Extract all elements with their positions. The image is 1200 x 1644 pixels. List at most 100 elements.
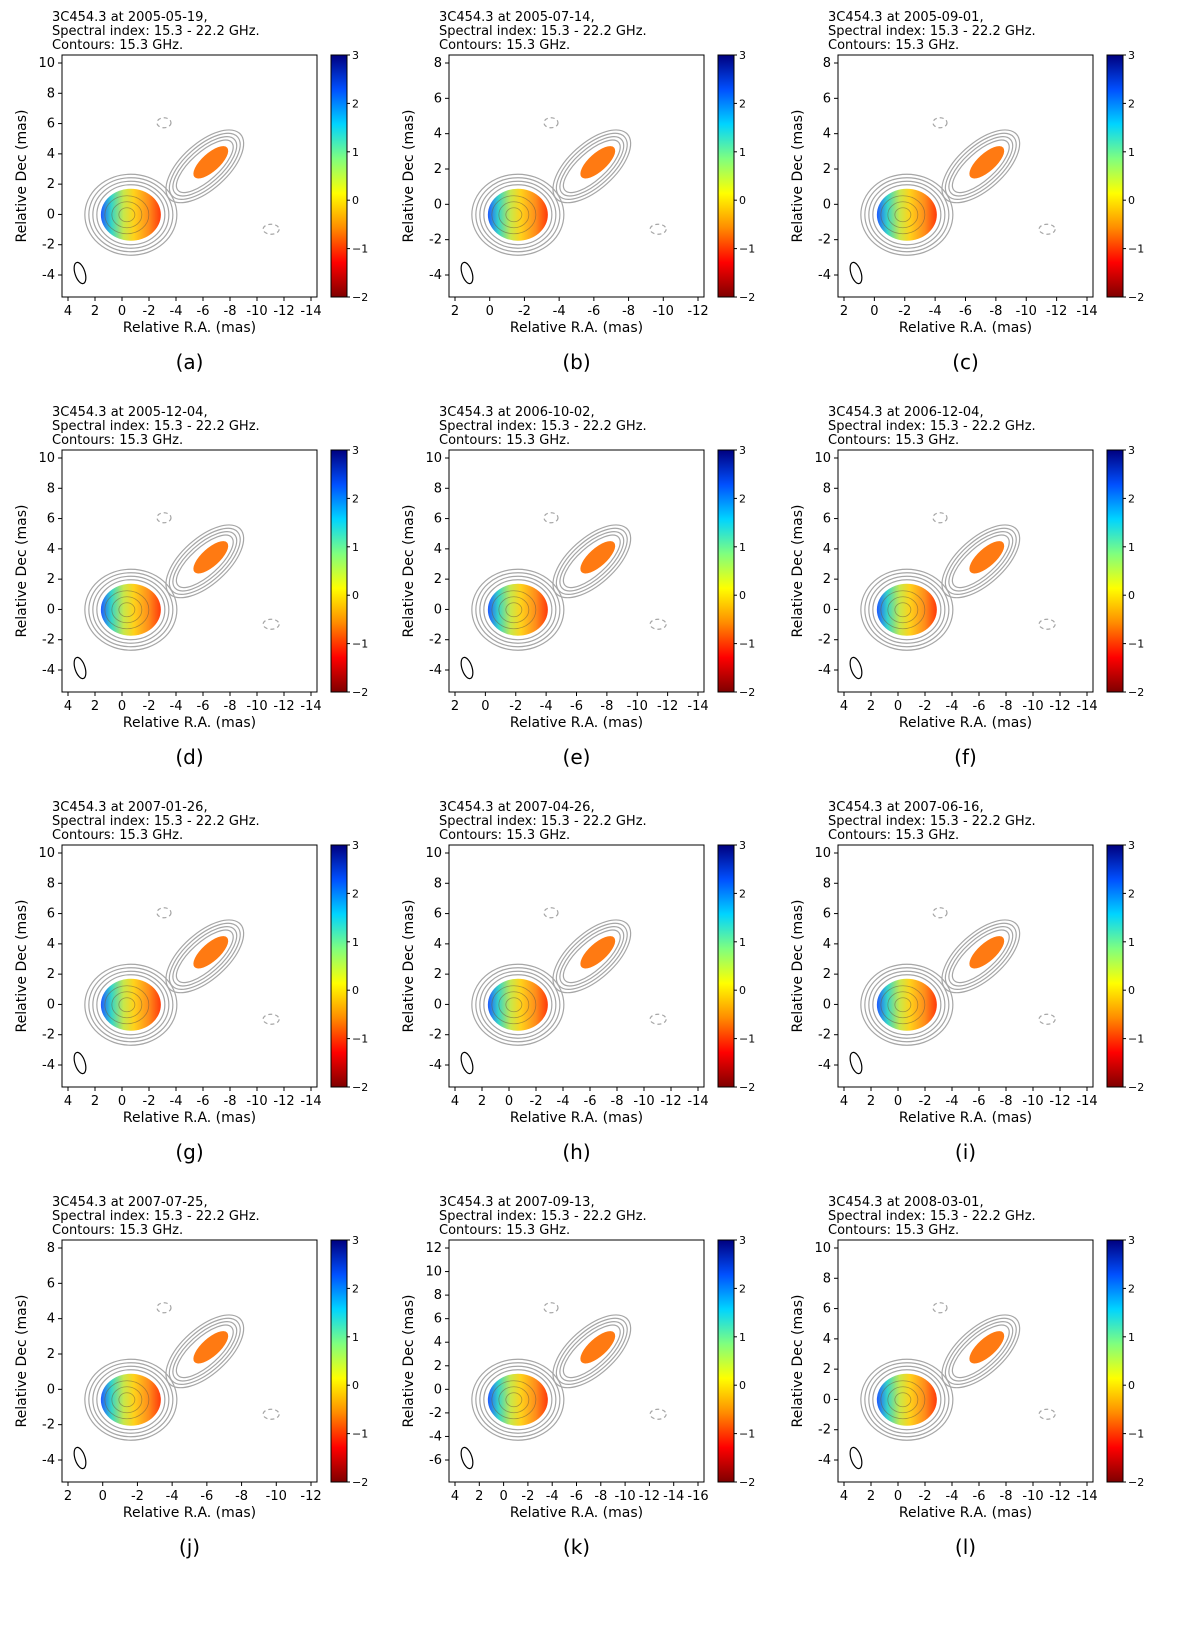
y-tick-label: -2 [818,1028,831,1043]
core-inner-contour [111,991,143,1019]
core-contour [84,173,178,256]
jet-map [849,512,1056,680]
panel-spectral-index-range: Spectral index: 15.3 - 22.2 GHz. [439,814,647,829]
x-tick-label: -2 [919,1094,932,1109]
y-axis-label: Relative Dec (mas) [790,110,806,243]
core-contour [96,974,166,1036]
core-spectral-index [487,188,548,241]
panel-spectral-index-range: Spectral index: 15.3 - 22.2 GHz. [52,419,260,434]
y-tick-label: 6 [47,512,55,527]
y-tick-label: 4 [47,147,55,162]
x-tick-label: 0 [481,699,489,714]
negative-contour [1038,1408,1056,1420]
colorbar [1106,54,1124,298]
y-tick-label: 6 [823,512,831,527]
x-tick-label: -4 [170,699,183,714]
x-tick-label: 2 [840,304,848,319]
x-tick-label: -10 [246,699,267,714]
panel-contour-frequency: Contours: 15.3 GHz. [439,828,570,843]
core-contour [92,180,170,249]
panel-spectral-index-range: Spectral index: 15.3 - 22.2 GHz. [439,419,647,434]
negative-contour [649,1408,667,1420]
jet-contour [172,136,238,197]
x-tick-label: -6 [197,1094,210,1109]
jet-contour [948,136,1014,197]
core-contour [96,579,166,641]
x-tick-label: 0 [894,699,902,714]
x-tick-label: -8 [611,1094,624,1109]
subfigure-label: (e) [563,745,591,769]
core-contour [479,575,557,644]
x-tick-label: -12 [1049,1489,1070,1504]
core-contour [864,177,950,253]
x-tick-label: 0 [505,1094,513,1109]
negative-contour [156,1302,172,1314]
x-tick-label: 2 [475,1489,483,1504]
colorbar-tick-label: 2 [1128,492,1135,505]
x-tick-label: -8 [235,1489,248,1504]
subfigure-label: (l) [955,1535,976,1559]
x-tick-label: -2 [919,1489,932,1504]
y-tick-label: 2 [434,967,442,982]
core-contour [479,180,557,249]
core-spectral-index [487,583,548,636]
jet-contour [941,524,1021,599]
colorbar-tick-label: −2 [352,1476,368,1489]
jet-map [849,1302,1056,1470]
colorbar-tick-label: 2 [352,887,359,900]
core-inner-contour [104,195,150,235]
x-tick-label: -6 [973,699,986,714]
x-tick-label: -6 [584,1094,597,1109]
y-tick-label: -2 [429,1028,442,1043]
y-tick-label: 0 [823,602,831,617]
colorbar-tick-label: 1 [352,541,359,554]
core-inner-contour [118,1392,136,1408]
colorbar-tick-label: −1 [352,1033,368,1046]
panel-contour-frequency: Contours: 15.3 GHz. [52,38,183,53]
colorbar [717,54,735,298]
core-contour [483,579,553,641]
colorbar-tick-label: −1 [1128,638,1144,651]
jet-contour [165,1314,245,1389]
subfigure-label: (a) [176,350,204,374]
x-tick-label: -4 [553,304,566,319]
colorbar-tick-label: 3 [739,49,746,62]
colorbar-tick-label: 0 [739,589,746,602]
colorbar-tick-label: 1 [739,541,746,554]
beam-ellipse [460,656,474,680]
x-tick-label: 4 [64,304,72,319]
x-tick-label: -12 [300,1489,321,1504]
x-axis-label: Relative R.A. (mas) [510,1110,643,1126]
core-contour [860,173,954,256]
x-tick-label: -2 [509,699,522,714]
core-inner-contour [880,195,926,235]
jet-contour [552,524,632,599]
core-contour [84,568,178,651]
x-tick-label: -10 [246,304,267,319]
x-tick-label: -8 [989,304,1002,319]
core-inner-contour [894,602,912,618]
x-tick-label: -12 [660,1094,681,1109]
y-tick-label: 4 [823,1332,831,1347]
x-tick-label: 2 [91,1094,99,1109]
y-tick-label: 0 [823,1392,831,1407]
colorbar [1106,1239,1124,1483]
y-tick-label: 2 [47,1347,55,1362]
jet-map [460,117,667,285]
y-tick-label: 6 [434,512,442,527]
y-tick-label: 0 [434,197,442,212]
y-tick-label: 2 [823,967,831,982]
x-tick-label: -10 [1022,1489,1043,1504]
x-tick-label: -10 [627,699,648,714]
x-tick-label: -2 [143,699,156,714]
y-axis-label: Relative Dec (mas) [790,1295,806,1428]
jet-spectral-index [969,541,1005,574]
y-tick-label: 12 [425,1241,442,1256]
y-tick-label: 10 [425,451,442,466]
colorbar-tick-label: 0 [352,1379,359,1392]
core-contour [88,177,174,253]
beam-ellipse [460,1051,474,1075]
x-tick-label: -10 [266,1489,287,1504]
y-tick-label: 6 [47,1276,55,1291]
y-tick-label: 4 [823,937,831,952]
